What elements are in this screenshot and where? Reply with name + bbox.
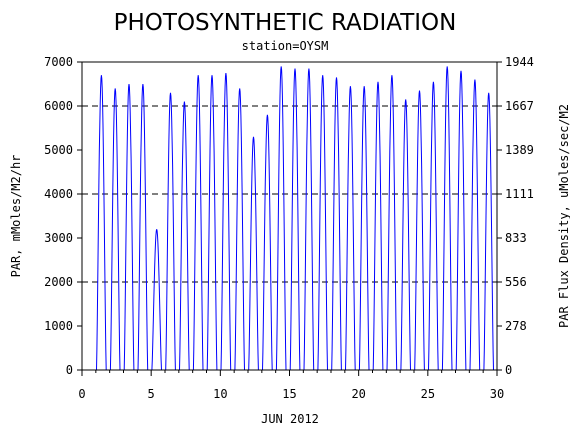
chart-title: PHOTOSYNTHETIC RADIATION xyxy=(114,10,457,36)
y-right-tick-label: 1944 xyxy=(505,55,534,69)
x-tick-label: 30 xyxy=(490,387,504,401)
x-tick-label: 15 xyxy=(282,387,296,401)
y-right-tick-label: 1667 xyxy=(505,99,534,113)
y-left-tick-label: 1000 xyxy=(44,319,73,333)
x-tick-label: 5 xyxy=(148,387,155,401)
x-tick-label: 20 xyxy=(351,387,365,401)
y-right-tick-label: 1389 xyxy=(505,143,534,157)
y-left-tick-label: 3000 xyxy=(44,231,73,245)
y-left-tick-label: 6000 xyxy=(44,99,73,113)
y-axis-right-ticks: 0 278 556 833 1111 1389 1667 1944 xyxy=(497,55,534,377)
y-right-tick-label: 833 xyxy=(505,231,527,245)
y-left-tick-label: 2000 xyxy=(44,275,73,289)
x-tick-label: 0 xyxy=(78,387,85,401)
y-left-tick-label: 5000 xyxy=(44,143,73,157)
chart-subtitle: station=OYSM xyxy=(242,39,329,53)
gridlines xyxy=(82,105,497,283)
x-tick-label: 10 xyxy=(213,387,227,401)
y-left-tick-label: 7000 xyxy=(44,55,73,69)
y-axis-right-label: PAR Flux Density, uMoles/sec/M2 xyxy=(557,104,570,328)
y-right-tick-label: 278 xyxy=(505,319,527,333)
y-axis-left-ticks: 0 1000 2000 3000 4000 5000 6000 7000 xyxy=(44,55,82,377)
series-line-par xyxy=(96,66,498,371)
y-right-tick-label: 556 xyxy=(505,275,527,289)
x-axis-ticks: 0 5 10 15 20 25 30 xyxy=(78,370,504,401)
y-left-tick-label: 0 xyxy=(66,363,73,377)
y-axis-left-label: PAR, mMoles/M2/hr xyxy=(9,155,23,278)
x-axis-label: JUN 2012 xyxy=(261,412,319,426)
y-right-tick-label: 1111 xyxy=(505,187,534,201)
series-group xyxy=(96,66,498,371)
x-tick-label: 25 xyxy=(421,387,435,401)
y-left-tick-label: 4000 xyxy=(44,187,73,201)
y-right-tick-label: 0 xyxy=(505,363,512,377)
